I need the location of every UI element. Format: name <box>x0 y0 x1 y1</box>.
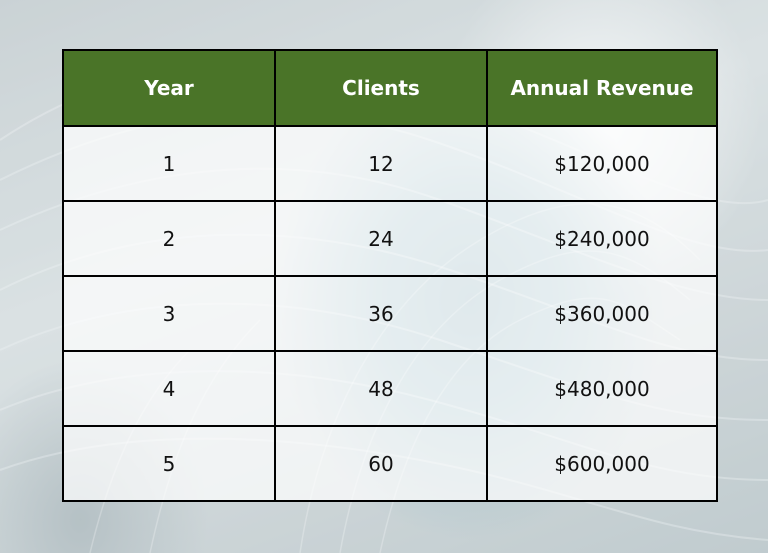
revenue-cell: $600,000 <box>486 425 718 502</box>
year-cell: 1 <box>62 125 276 202</box>
clients-cell: 60 <box>274 425 488 502</box>
revenue-cell: $360,000 <box>486 275 718 352</box>
column-header-annual-revenue: Annual Revenue <box>486 49 718 127</box>
table-row: 3 36 $360,000 <box>62 275 718 352</box>
year-cell: 3 <box>62 275 276 352</box>
column-header-year: Year <box>62 49 276 127</box>
column-header-clients: Clients <box>274 49 488 127</box>
revenue-cell: $120,000 <box>486 125 718 202</box>
revenue-cell: $240,000 <box>486 200 718 277</box>
revenue-table: Year Clients Annual Revenue 1 12 $120,00… <box>62 49 718 502</box>
year-cell: 5 <box>62 425 276 502</box>
table-row: 5 60 $600,000 <box>62 425 718 502</box>
year-cell: 4 <box>62 350 276 427</box>
table-row: 4 48 $480,000 <box>62 350 718 427</box>
table-header-row: Year Clients Annual Revenue <box>62 49 718 127</box>
table-row: 1 12 $120,000 <box>62 125 718 202</box>
clients-cell: 36 <box>274 275 488 352</box>
year-cell: 2 <box>62 200 276 277</box>
clients-cell: 12 <box>274 125 488 202</box>
table-row: 2 24 $240,000 <box>62 200 718 277</box>
revenue-cell: $480,000 <box>486 350 718 427</box>
clients-cell: 48 <box>274 350 488 427</box>
clients-cell: 24 <box>274 200 488 277</box>
